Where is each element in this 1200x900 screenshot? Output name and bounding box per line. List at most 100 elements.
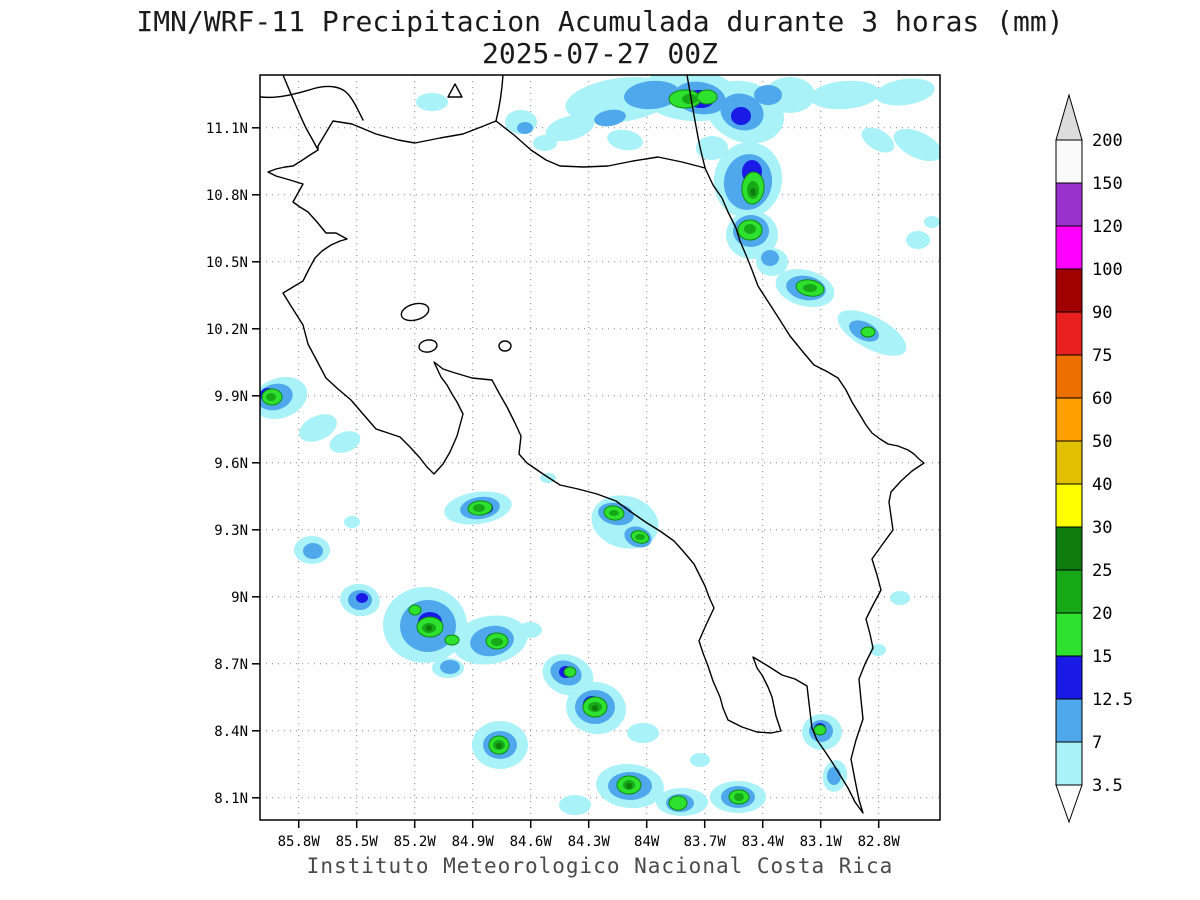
precip-cell bbox=[803, 284, 817, 292]
coastline-path bbox=[495, 75, 504, 122]
colorbar-label: 150 bbox=[1092, 174, 1123, 194]
map-inner-area bbox=[260, 75, 940, 820]
precip-cell bbox=[750, 188, 756, 196]
precip-cell bbox=[329, 431, 361, 453]
colorbar-label: 50 bbox=[1092, 432, 1112, 452]
precip-cell bbox=[635, 534, 645, 540]
precip-cell bbox=[696, 89, 718, 105]
precip-cell bbox=[827, 767, 841, 785]
precip-cell bbox=[607, 129, 643, 151]
colorbar-label: 100 bbox=[1092, 260, 1123, 280]
colorbar: 3.5 7 12.5 15 20 25 30 40 50 60 75 90 100 120 150 200 bbox=[1055, 93, 1133, 824]
x-tick-label: 82.8W bbox=[858, 834, 901, 850]
graticule bbox=[260, 75, 940, 820]
y-tick-label: 10.8N bbox=[206, 188, 248, 204]
precip-cell bbox=[496, 743, 502, 749]
precip-cell bbox=[491, 638, 503, 646]
x-tick-label: 83.4W bbox=[742, 834, 785, 850]
precip-cell bbox=[893, 128, 940, 162]
colorbar-arrow-top bbox=[1055, 93, 1083, 141]
colorbar-segment bbox=[1055, 354, 1083, 399]
y-tick-label: 9.3N bbox=[214, 523, 248, 539]
colorbar-label: 75 bbox=[1092, 346, 1112, 366]
precip-cell bbox=[810, 80, 880, 110]
colorbar-segment bbox=[1055, 612, 1083, 657]
colorbar-label: 25 bbox=[1092, 561, 1112, 581]
precip-cell bbox=[690, 753, 710, 767]
precip-cell bbox=[344, 516, 360, 528]
precip-cell bbox=[870, 644, 886, 656]
y-tick-label: 8.7N bbox=[214, 657, 248, 673]
precip-cell bbox=[906, 231, 930, 249]
y-tick-label: 9.6N bbox=[214, 456, 248, 472]
precip-cell bbox=[303, 543, 323, 559]
precip-cell bbox=[731, 107, 751, 125]
y-tick-label: 11.1N bbox=[206, 121, 248, 137]
precip-cell bbox=[890, 591, 910, 605]
colorbar-label: 15 bbox=[1092, 647, 1112, 667]
colorbar-label: 90 bbox=[1092, 303, 1112, 323]
coastline-path bbox=[267, 145, 925, 814]
y-tick-label: 10.2N bbox=[206, 322, 248, 338]
colorbar-segment bbox=[1055, 526, 1083, 571]
precip-cell bbox=[440, 660, 460, 674]
colorbar-label: 200 bbox=[1092, 131, 1123, 151]
chart-title: IMN/WRF-11 Precipitacion Acumulada duran… bbox=[136, 5, 1064, 38]
precip-cell bbox=[426, 625, 432, 631]
precip-cell bbox=[875, 78, 935, 106]
colorbar-segment bbox=[1055, 483, 1083, 528]
x-tick-label: 85.8W bbox=[278, 834, 321, 850]
precip-cell bbox=[813, 724, 827, 736]
precip-cell bbox=[626, 783, 632, 789]
precip-cell bbox=[734, 793, 744, 801]
colorbar-segment bbox=[1055, 225, 1083, 270]
precip-cell bbox=[533, 135, 557, 151]
island-outline bbox=[498, 340, 512, 352]
colorbar-label: 30 bbox=[1092, 518, 1112, 538]
x-tick-label: 83.1W bbox=[800, 834, 843, 850]
precip-cell bbox=[408, 604, 422, 616]
precip-cell bbox=[682, 94, 698, 104]
precip-cell bbox=[592, 705, 598, 711]
precip-cell bbox=[356, 593, 368, 603]
y-tick-label: 9N bbox=[231, 590, 248, 606]
colorbar-segment bbox=[1055, 139, 1083, 184]
colorbar-label: 40 bbox=[1092, 475, 1112, 495]
colorbar-label: 60 bbox=[1092, 389, 1112, 409]
x-tick-label: 84.3W bbox=[568, 834, 611, 850]
precip-cell bbox=[444, 634, 460, 646]
precip-cell bbox=[696, 136, 728, 160]
precip-cell bbox=[860, 326, 876, 338]
precip-cell bbox=[609, 510, 619, 516]
precip-cell bbox=[861, 127, 895, 153]
coastline-path bbox=[260, 85, 364, 121]
coastline-path bbox=[317, 120, 706, 169]
precip-cell bbox=[924, 216, 940, 228]
colorbar-segment bbox=[1055, 741, 1083, 786]
island-outline bbox=[447, 83, 463, 98]
colorbar-segment bbox=[1055, 268, 1083, 313]
precip-cell bbox=[563, 666, 577, 678]
precip-cell bbox=[517, 122, 533, 134]
precip-shading bbox=[260, 75, 940, 816]
map-frame bbox=[259, 74, 941, 821]
colorbar-label: 20 bbox=[1092, 604, 1112, 624]
coastline bbox=[260, 75, 925, 814]
colorbar-segment bbox=[1055, 397, 1083, 442]
y-tick-label: 10.5N bbox=[206, 255, 248, 271]
colorbar-segment bbox=[1055, 698, 1083, 743]
precip-cell bbox=[559, 795, 591, 815]
precip-cell bbox=[668, 795, 688, 811]
precip-cell bbox=[299, 414, 337, 442]
x-tick-label: 85.2W bbox=[394, 834, 437, 850]
island-outline bbox=[400, 302, 430, 322]
coastline-path bbox=[282, 75, 319, 151]
precip-cell bbox=[594, 109, 626, 127]
precip-cell bbox=[624, 80, 680, 110]
colorbar-segment bbox=[1055, 182, 1083, 227]
precip-cell bbox=[545, 114, 595, 142]
footer-credit: Instituto Meteorologico Nacional Costa R… bbox=[306, 854, 894, 878]
y-tick-label: 8.4N bbox=[214, 724, 248, 740]
precip-cell bbox=[518, 622, 542, 638]
